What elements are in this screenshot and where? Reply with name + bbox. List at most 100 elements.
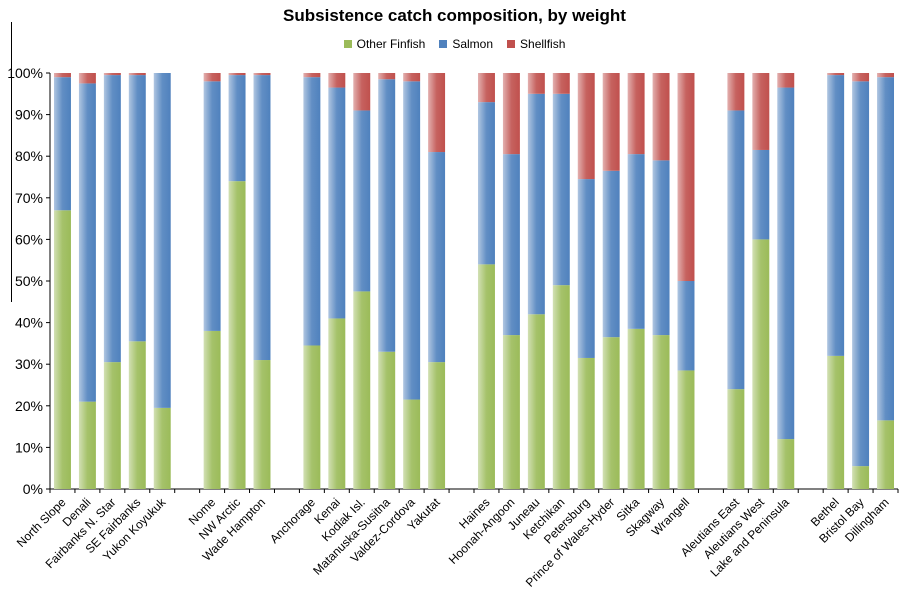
bar-segment xyxy=(153,73,171,408)
legend-label-salmon: Salmon xyxy=(452,37,494,51)
bar-segment xyxy=(228,73,246,76)
bar-segment xyxy=(552,285,570,489)
bar-segment xyxy=(877,77,895,421)
legend-item-other-finfish: Other Finfish xyxy=(343,37,426,51)
legend: Other Finfish Salmon Shellfish xyxy=(0,37,909,51)
bar-segment xyxy=(777,73,795,88)
bar-segment xyxy=(53,73,71,78)
y-tick-label: 100% xyxy=(7,65,43,81)
bar-segment xyxy=(78,73,96,84)
bar-segment xyxy=(827,75,845,356)
bar-segment xyxy=(852,81,870,467)
y-tick-label: 50% xyxy=(15,273,43,289)
bar-segment xyxy=(677,281,695,371)
bar-segment xyxy=(477,102,495,265)
bar-segment xyxy=(852,466,870,489)
side-rule xyxy=(11,22,12,302)
bar-segment xyxy=(303,77,321,346)
bar-segment xyxy=(78,401,96,489)
bar-segment xyxy=(103,75,121,363)
bar-segment xyxy=(652,160,670,336)
bar-segment xyxy=(128,341,146,489)
bar-segment xyxy=(403,73,421,82)
bar-segment xyxy=(777,439,795,489)
bar-segment xyxy=(253,360,271,489)
bar-segment xyxy=(353,291,371,489)
bar-segment xyxy=(353,73,371,111)
y-tick-label: 70% xyxy=(15,190,43,206)
bar-segment xyxy=(527,314,545,489)
bar-segment xyxy=(627,154,645,329)
bar-segment xyxy=(303,345,321,489)
bar-segment xyxy=(477,73,495,103)
bar-segment xyxy=(53,210,71,489)
bar-segment xyxy=(627,73,645,155)
bar-segment xyxy=(103,73,121,76)
bar-segment xyxy=(228,181,246,489)
bar-segment xyxy=(477,264,495,489)
bar-segment xyxy=(228,75,246,182)
bar-segment xyxy=(627,328,645,489)
bar-segment xyxy=(527,93,545,315)
bar-segment xyxy=(53,77,71,211)
bar-segment xyxy=(652,335,670,489)
bar-segment xyxy=(378,79,396,352)
bar-segment xyxy=(877,73,895,78)
bar-segment xyxy=(502,335,520,489)
bar-segment xyxy=(877,420,895,489)
legend-label-shellfish: Shellfish xyxy=(520,37,566,51)
bar-segment xyxy=(203,330,221,489)
bar-segment xyxy=(602,170,620,338)
legend-item-salmon: Salmon xyxy=(439,37,493,51)
y-tick-label: 20% xyxy=(15,398,43,414)
bar-segment xyxy=(428,362,446,489)
bar-segment xyxy=(253,75,271,361)
x-tick-label: North Slope xyxy=(14,495,69,550)
legend-swatch-salmon xyxy=(439,40,448,48)
bar-segment xyxy=(577,357,595,489)
bar-segment xyxy=(677,370,695,489)
bar-segment xyxy=(353,110,371,292)
bar-segment xyxy=(378,73,396,80)
bar-segment xyxy=(502,154,520,336)
bar-segment xyxy=(552,73,570,94)
bar-segment xyxy=(677,73,695,281)
legend-item-shellfish: Shellfish xyxy=(507,37,565,51)
bar-segment xyxy=(752,73,770,150)
bar-segment xyxy=(428,152,446,363)
x-tick-label: Anchorage xyxy=(267,495,318,546)
bar-segment xyxy=(577,73,595,180)
bar-segment xyxy=(752,149,770,240)
bar-segment xyxy=(827,355,845,489)
bar-segment xyxy=(128,73,146,76)
legend-label-other-finfish: Other Finfish xyxy=(356,37,426,51)
y-tick-label: 0% xyxy=(23,481,43,497)
bar-segment xyxy=(727,389,745,489)
bar-segment xyxy=(428,73,446,153)
bar-segment xyxy=(78,83,96,402)
y-tick-label: 80% xyxy=(15,148,43,164)
bar-segment xyxy=(502,73,520,155)
bar-segment xyxy=(253,73,271,76)
y-tick-label: 40% xyxy=(15,315,43,331)
bar-segment xyxy=(552,93,570,286)
bar-segment xyxy=(403,81,421,400)
bar-segment xyxy=(378,351,396,489)
bar-segment xyxy=(303,73,321,78)
bar-segment xyxy=(652,73,670,161)
bar-segment xyxy=(602,73,620,171)
bar-segment xyxy=(328,318,346,489)
y-tick-label: 60% xyxy=(15,231,43,247)
bar-segment xyxy=(203,73,221,82)
bar-segment xyxy=(852,73,870,82)
bar-segment xyxy=(777,87,795,440)
bar-segment xyxy=(577,179,595,358)
y-tick-label: 10% xyxy=(15,439,43,455)
bar-segment xyxy=(153,407,171,489)
bar-segment xyxy=(752,239,770,489)
bar-segment xyxy=(727,73,745,111)
bar-segment xyxy=(827,73,845,76)
bar-segment xyxy=(727,110,745,390)
chart-title: Subsistence catch composition, by weight xyxy=(283,6,626,25)
